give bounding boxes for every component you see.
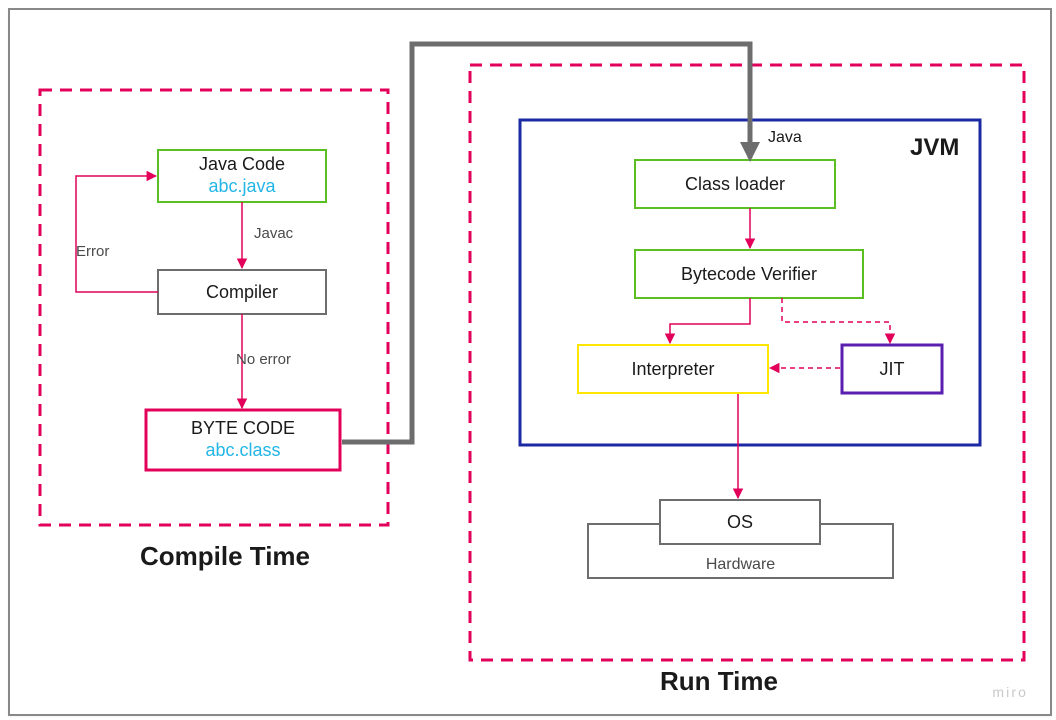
diagram-svg: Compile Time Run Time JVM Hardware Java Code…: [10, 10, 1050, 714]
node-verifier-text: Bytecode Verifier: [681, 264, 817, 284]
node-bytecode-text: BYTE CODE: [191, 418, 295, 438]
section-label-jvm: JVM: [910, 134, 959, 161]
edge-verifier-to-interpreter: [670, 298, 750, 343]
node-javaCode-text: Java Code: [199, 154, 285, 174]
edge-compiler-error-back: [76, 176, 158, 292]
section-label-runtime: Run Time: [660, 666, 778, 696]
node-compiler-text: Compiler: [206, 282, 278, 302]
section-label-compile: Compile Time: [140, 541, 310, 571]
node-javaCode-text: abc.java: [208, 176, 276, 196]
node-os-text: OS: [727, 512, 753, 532]
diagram-frame: Compile Time Run Time JVM Hardware Java Code…: [8, 8, 1052, 716]
edge-label-compiler-error-back: Error: [76, 243, 109, 260]
edge-label-bytecode-to-jvm: Java: [768, 129, 802, 146]
node-hardware-text: Hardware: [706, 556, 775, 573]
watermark-text: miro: [992, 684, 1028, 700]
node-interpreter-text: Interpreter: [631, 359, 714, 379]
edge-label-javacode-to-compiler: Javac: [254, 225, 294, 242]
edge-label-compiler-to-bytecode: No error: [236, 351, 291, 368]
node-jit-text: JIT: [880, 359, 905, 379]
edge-verifier-to-jit: [782, 298, 890, 343]
node-bytecode-text: abc.class: [205, 440, 280, 460]
node-classloader-text: Class loader: [685, 174, 785, 194]
